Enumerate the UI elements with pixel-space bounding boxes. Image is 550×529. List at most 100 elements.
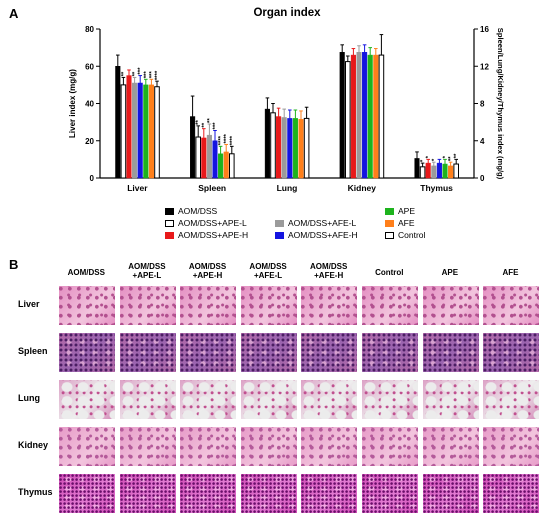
x-tick-label: Lung (277, 183, 298, 193)
y-tick-label-right: 16 (480, 25, 489, 34)
bar-aom-dss-afe-h-lung (287, 118, 293, 179)
significance-mark: *** (144, 71, 150, 79)
histology-image-kidney (58, 426, 116, 467)
bar-aom-dss-afe-l-liver (132, 82, 138, 179)
y-axis-label-right: Spleen/Lung/Kidney/Thymus index (mg/g) (496, 28, 505, 180)
histology-image-lung (239, 379, 298, 420)
y-tick-label-right: 0 (480, 174, 485, 183)
bar-aom-dss-ape-l-kidney (345, 61, 351, 179)
bar-control-spleen (229, 153, 235, 179)
y-axis-label-left: Liver index (mg/g) (68, 69, 77, 138)
bar-aom-dss-thymus (414, 158, 420, 179)
bar-control-kidney (378, 54, 385, 179)
histology-image-lung (179, 379, 238, 420)
bar-afe-spleen (223, 151, 229, 179)
histology-image-kidney (239, 426, 298, 467)
bar-aom-dss-ape-h-kidney (350, 54, 356, 179)
histology-column-header: APE (441, 268, 459, 277)
bar-ape-lung (292, 118, 298, 179)
significance-mark: ** (449, 156, 455, 161)
histology-image-liver (361, 285, 419, 326)
y-tick-label-right: 4 (480, 137, 485, 146)
legend-item-aom-dss-afe-h: AOM/DSS+AFE-H (275, 230, 358, 240)
histology-image-thymus (179, 473, 238, 514)
y-tick-label-right: 12 (480, 62, 489, 71)
histology-column-header: AFE (502, 268, 519, 277)
bar-aom-dss-afe-h-liver (137, 82, 143, 179)
legend-item-aom-dss-ape-l: AOM/DSS+APE-L (165, 218, 247, 228)
bar-aom-dss-lung (264, 108, 270, 179)
panel-label-a: A (9, 6, 19, 21)
bar-aom-dss-ape-h-liver (126, 75, 132, 179)
significance-mark: ** (121, 71, 127, 76)
significance-mark: ** (196, 120, 202, 125)
histology-image-spleen (361, 332, 419, 373)
histology-column-header: AOM/DSS (67, 268, 105, 277)
histology-image-kidney (179, 426, 238, 467)
histology-row-label: Spleen (18, 346, 48, 356)
histology-image-kidney (482, 426, 541, 467)
histology-image-kidney (118, 426, 177, 467)
legend-label: APE (398, 206, 416, 216)
legend-swatch (385, 219, 394, 227)
histology-image-thymus (361, 473, 419, 514)
legend-label: AOM/DSS+APE-L (178, 218, 247, 228)
histology-image-lung (58, 379, 116, 420)
histology-image-liver (118, 285, 177, 326)
legend-swatch (385, 231, 394, 239)
legend-label: AOM/DSS+AFE-H (288, 230, 358, 240)
bar-aom-dss-ape-h-thymus (425, 162, 431, 179)
histology-column-header: Control (375, 268, 404, 277)
histology-image-lung (421, 379, 480, 420)
significance-mark: *** (138, 67, 144, 75)
bar-aom-dss-ape-l-liver (120, 84, 127, 179)
histology-row-label: Thymus (18, 487, 53, 497)
significance-mark: ** (207, 118, 213, 123)
legend-label: AOM/DSS (178, 206, 218, 216)
chart-legend: AOM/DSS AOM/DSS+APE-L AOM/DSS+APE-H AOM/DSS… (165, 206, 465, 246)
bar-aom-dss-spleen (190, 116, 196, 179)
y-tick-label-right: 8 (480, 100, 485, 109)
legend-item-aom-dss: AOM/DSS (165, 206, 217, 216)
histology-image-lung (361, 379, 419, 420)
bar-aom-dss-afe-h-spleen (212, 140, 218, 179)
legend-item-afe: AFE (385, 218, 415, 228)
histology-image-kidney (421, 426, 480, 467)
histology-column-header: AOM/DSS +AFE-L (249, 262, 287, 280)
histology-image-spleen (118, 332, 177, 373)
histology-image-spleen (58, 332, 116, 373)
histology-image-kidney (300, 426, 359, 467)
significance-mark: *** (149, 71, 155, 79)
bar-afe-liver (148, 84, 154, 179)
histology-image-liver (421, 285, 480, 326)
histology-image-spleen (300, 332, 359, 373)
histology-column-header: AOM/DSS +APE-L (128, 262, 166, 280)
histology-image-lung (118, 379, 177, 420)
x-tick-label: Thymus (420, 183, 453, 193)
legend-swatch (165, 207, 174, 215)
histology-image-liver (300, 285, 359, 326)
bar-aom-dss-ape-l-thymus (419, 166, 426, 179)
legend-item-aom-dss-ape-h: AOM/DSS+APE-H (165, 230, 248, 240)
significance-mark: **** (224, 133, 230, 143)
histology-row-label: Lung (18, 393, 40, 403)
significance-mark: * (443, 155, 449, 158)
histology-image-spleen (239, 332, 298, 373)
significance-mark: * (432, 158, 438, 161)
bar-aom-dss-afe-l-thymus (431, 165, 437, 179)
legend-label: Control (398, 230, 426, 240)
legend-label: AOM/DSS+AFE-L (288, 218, 357, 228)
x-tick-label: Kidney (348, 183, 377, 193)
legend-swatch (275, 219, 284, 227)
bar-ape-liver (143, 84, 149, 179)
significance-mark: ** (202, 122, 208, 127)
panel-label-b: B (9, 257, 19, 272)
y-tick-label-left: 40 (85, 100, 94, 109)
significance-mark: ** (133, 71, 139, 76)
bar-aom-dss-ape-l-lung (270, 112, 276, 179)
legend-swatch (165, 231, 174, 239)
y-tick-label-left: 60 (85, 62, 94, 71)
bar-afe-kidney (373, 54, 379, 179)
bar-aom-dss-kidney (339, 52, 345, 179)
legend-label: AFE (398, 218, 415, 228)
